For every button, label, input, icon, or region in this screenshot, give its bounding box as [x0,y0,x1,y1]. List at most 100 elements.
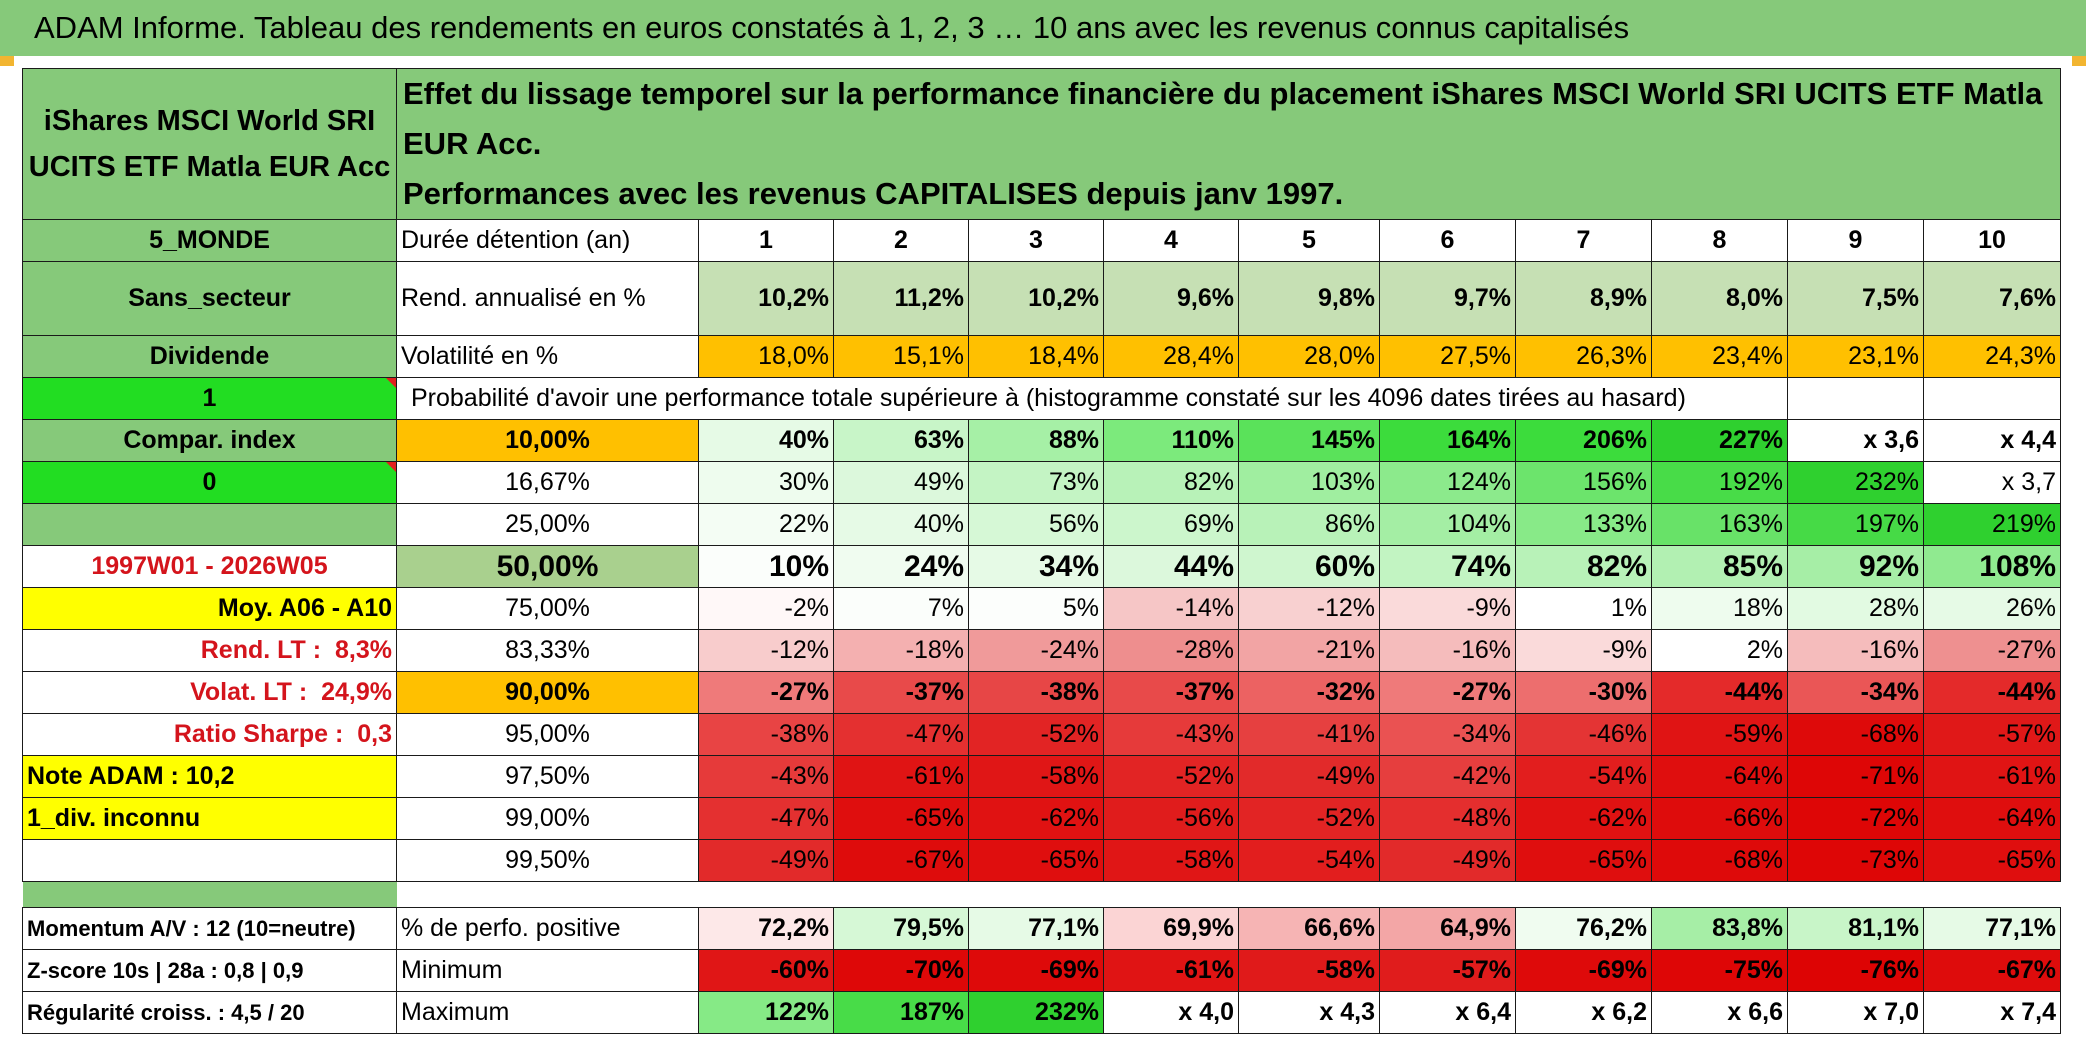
quantile-value: -57% [1923,713,2061,756]
quantile-value: -52% [968,713,1104,756]
quantile-value: 2% [1651,629,1788,672]
quantile-value: -16% [1787,629,1924,672]
performance-table: iShares MSCI World SRI UCITS ETF Matla E… [22,68,2061,1034]
quantile-value: 103% [1238,461,1380,504]
quantile-value: 7% [833,587,969,630]
quantile-label: 75,00% [396,587,699,630]
sharpe-cell: Ratio Sharpe : 0,3 [22,713,397,756]
quantile-value: 133% [1515,503,1652,546]
quantile-label: 83,33% [396,629,699,672]
quantile-value: -66% [1651,797,1788,840]
report-title: ADAM Informe. Tableau des rendements en … [0,0,2086,56]
positive-perf-value: 72,2% [698,907,834,950]
annualized-return-value: 10,2% [698,261,834,336]
quantile-value: 163% [1651,503,1788,546]
spacer-blank [396,881,2061,908]
volatility-value: 23,1% [1787,335,1924,378]
year-header: 2 [833,219,969,262]
quantile-value: 232% [1787,461,1924,504]
description-cell: Effet du lissage temporel sur la perform… [396,68,2061,220]
quantile-value: -42% [1379,755,1516,798]
quantile-value: -27% [1379,671,1516,714]
quantile-label: 97,50% [396,755,699,798]
quantile-value: -43% [698,755,834,798]
description-line-1: Effet du lissage temporel sur la perform… [403,76,2043,161]
minimum-value: -57% [1379,949,1516,992]
quantile-value: 69% [1103,503,1239,546]
quantile-value: 156% [1515,461,1652,504]
positive-perf-value: 81,1% [1787,907,1924,950]
quantile-value: 192% [1651,461,1788,504]
left-margin [0,56,20,1044]
quantile-value: 88% [968,419,1104,462]
quantile-value: 34% [968,545,1104,588]
quantile-value: -58% [968,755,1104,798]
maximum-value: x 6,4 [1379,991,1516,1034]
quantile-value: -38% [698,713,834,756]
minimum-value: -75% [1651,949,1788,992]
quantile-value: -64% [1651,755,1788,798]
quantile-value: -59% [1651,713,1788,756]
quantile-value: -56% [1103,797,1239,840]
year-header: 3 [968,219,1104,262]
quantile-value: -65% [833,797,969,840]
quantile-value: 82% [1515,545,1652,588]
annualized-return-value: 7,5% [1787,261,1924,336]
quantile-label: 25,00% [396,503,699,546]
spacer-row [22,881,2061,908]
minimum-value: -60% [698,949,834,992]
quantile-row: Moy. A06 - A10 75,00% -2% 7% 5% -14% -12% -9% 1%… [22,587,2061,630]
quantile-row: 1997W01 - 2026W05 50,00% 10% 24% 34% 44% 60% 74… [22,545,2061,588]
quantile-row: 0 16,67% 30% 49% 73% 82% 103% 124% 156% 192% 232% x… [22,461,2061,504]
quantile-value: -44% [1651,671,1788,714]
positive-perf-value: 79,5% [833,907,969,950]
quantile-value: x 3,6 [1787,419,1924,462]
quantile-value: -24% [968,629,1104,672]
side-label: Rend. LT : [200,636,322,664]
side-blank-cell [22,503,397,546]
year-header: 9 [1787,219,1924,262]
side-value: 8,3% [335,636,392,664]
maximum-value: x 7,0 [1787,991,1924,1034]
quantile-value: 24% [833,545,969,588]
quantile-value: -38% [968,671,1104,714]
stats-row: Z-score 10s | 28a : 0,8 | 0,9 Minimum -60%… [22,949,2061,992]
maximum-value: 187% [833,991,969,1034]
volatility-value: 24,3% [1923,335,2061,378]
quantile-value: -9% [1515,629,1652,672]
quantile-value: -65% [968,839,1104,882]
dividend-value-cell[interactable]: 1 [22,377,397,420]
quantile-value: 60% [1238,545,1380,588]
volatility-row: Dividende Volatilité en % 18,0% 15,1% 18,4… [22,335,2061,378]
stats-row: Régularité croiss. : 4,5 / 20 Maximum 122%… [22,991,2061,1034]
quantile-value: -12% [698,629,834,672]
quantile-value: -52% [1103,755,1239,798]
volatility-value: 18,0% [698,335,834,378]
compar-value-cell[interactable]: 0 [22,461,397,504]
quantile-value: x 3,7 [1923,461,2061,504]
quantile-value: -49% [698,839,834,882]
quantile-value: -61% [833,755,969,798]
volatility-value: 27,5% [1379,335,1516,378]
quantile-value: -65% [1515,839,1652,882]
empty-cell [1787,377,1924,420]
sector-cell: Sans_secteur [22,261,397,336]
quantile-row: 25,00% 22% 40% 56% 69% 86% 104% 133% 163% 197% 219… [22,503,2061,546]
performance-table-body: iShares MSCI World SRI UCITS ETF Matla E… [22,68,2061,1034]
quantile-value: 22% [698,503,834,546]
positive-perf-value: 66,6% [1238,907,1380,950]
annualized-return-value: 9,7% [1379,261,1516,336]
quantile-value: -16% [1379,629,1516,672]
minimum-value: -76% [1787,949,1924,992]
quantile-label: 99,00% [396,797,699,840]
maximum-label: Maximum [396,991,699,1034]
quantile-value: 30% [698,461,834,504]
annualized-return-value: 9,8% [1238,261,1380,336]
quantile-value: 73% [968,461,1104,504]
volatility-value: 15,1% [833,335,969,378]
quantile-label: 10,00% [396,419,699,462]
quantile-row: 1_div. inconnu 99,00% -47% -65% -62% -56% -52%… [22,797,2061,840]
quantile-label: 16,67% [396,461,699,504]
volatility-value: 28,0% [1238,335,1380,378]
quantile-value: 18% [1651,587,1788,630]
